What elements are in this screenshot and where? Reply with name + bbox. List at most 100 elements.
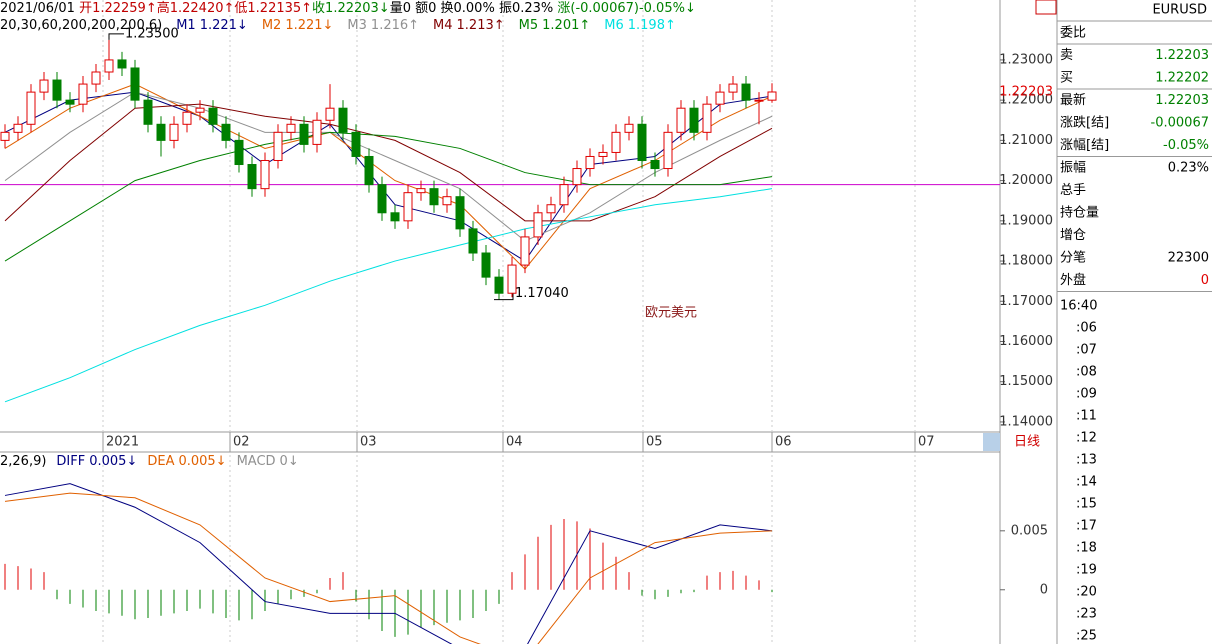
candle-body [468,228,478,254]
candle-body [559,184,569,206]
low-note: 1.17040 [515,286,569,301]
ma-legend: 20,30,60,200,200,200,6) M1 1.221↓ M2 1.221↓ M… [0,18,676,33]
y-tick-label: 1.17000 [999,294,1053,309]
symbol-box [1035,0,1057,15]
period-box [983,433,1000,451]
legend-value: 0.005↓ [178,454,226,469]
macd-params: 2,26,9) [0,454,46,469]
candle-body [390,212,400,222]
y-tick-label: 1.21000 [999,133,1053,148]
candle-body [130,67,140,101]
candle-body [338,107,348,133]
trade-time: :12 [1076,431,1097,446]
candle-body [104,59,114,73]
quote-label: 涨跌[结] [1060,115,1109,131]
candle-body [351,131,361,157]
x-tick-label: 05 [646,435,663,450]
candle-body [663,131,673,170]
info-item: 高1.22420↑ [157,0,235,16]
candle-body [208,107,218,125]
legend-value: 1.201↑ [542,18,590,33]
candle-body [182,111,192,125]
candle-body [117,59,127,69]
ma-params: 20,30,60,200,200,200,6) [0,18,162,33]
candle-body [403,192,413,222]
high-note: 1.23500 [125,26,179,41]
y-tick-label: 1.20000 [999,173,1053,188]
trade-time: :18 [1076,541,1097,556]
info-item: 低1.22135↑ [234,1,312,16]
quote-value: 0.23% [1168,161,1209,176]
legend-name: MACD [237,454,276,469]
candle-body [702,103,712,133]
legend-value: 0.005↓ [89,454,137,469]
candle-body [494,276,504,294]
candle-body [0,131,10,141]
quote-label: 卖 [1060,48,1073,63]
quote-label: 振幅 [1060,161,1086,176]
candle-body [247,164,257,190]
candle-body [143,99,153,125]
candle-body [221,123,231,141]
candle-body [65,99,75,105]
candle-body [624,123,634,133]
quote-label: 总手 [1060,183,1086,198]
candle-body [689,107,699,133]
trade-time: :19 [1076,563,1097,578]
y-tick-label: 1.18000 [999,254,1053,269]
trade-time: :08 [1076,365,1097,380]
candle-body [234,139,244,166]
candle-body [481,252,491,278]
trade-time: :14 [1076,475,1097,490]
candle-body [325,107,335,121]
info-item: 涨(-0.00067)-0.05%↓ [557,1,695,16]
candle-body [429,188,439,206]
macd-legend: 2,26,9) DIFF 0.005↓ DEA 0.005↓ MACD 0↓ [0,454,299,469]
trade-time: :20 [1076,585,1097,600]
quote-label: 增仓 [1060,228,1086,243]
quote-label: 外盘 [1060,272,1086,288]
legend-name: DEA [147,454,174,469]
symbol: EURUSD [1152,3,1207,18]
trade-time: :17 [1076,519,1097,534]
legend-name: M3 [347,18,367,33]
candle-body [637,123,647,161]
legend-value: 1.216↑ [371,18,419,33]
trade-time: :25 [1076,629,1097,644]
diff-line [4,483,773,644]
candle-body [156,123,166,141]
trade-time: :07 [1076,343,1097,358]
trade-time: :09 [1076,387,1097,402]
legend-name: M1 [176,18,196,33]
x-tick-label: 03 [360,435,377,450]
candle-body [416,188,426,194]
trade-time: :06 [1076,321,1097,336]
legend-name: M5 [519,18,539,33]
candle-body [767,91,777,101]
candle-body [650,159,660,170]
info-item: 2021/06/01 [0,1,75,16]
note-leader [108,33,124,40]
legend-value: 1.221↓ [200,18,248,33]
x-tick-label: 07 [918,435,935,450]
quote-label: 委比 [1060,26,1086,41]
candle-body [676,107,686,133]
y-tick-label: 1.23000 [999,52,1053,67]
legend-value: 1.198↑ [628,18,676,33]
quote-label: 涨幅[结] [1060,138,1109,153]
dea-line [4,492,773,644]
quote-value: 22300 [1168,251,1209,266]
quote-label: 最新 [1060,92,1086,108]
quote-label: 买 [1060,71,1073,86]
candle-body [286,123,296,133]
candle-body [533,212,543,238]
candle-body [260,159,270,190]
trade-time: 16:40 [1060,299,1097,314]
instrument-name: 欧元美元 [645,306,697,321]
candle-body [377,184,387,214]
candle-body [169,123,179,141]
trade-time: :11 [1076,409,1097,424]
quote-value: -0.00067 [1151,116,1209,131]
x-tick-label: 06 [775,435,792,450]
